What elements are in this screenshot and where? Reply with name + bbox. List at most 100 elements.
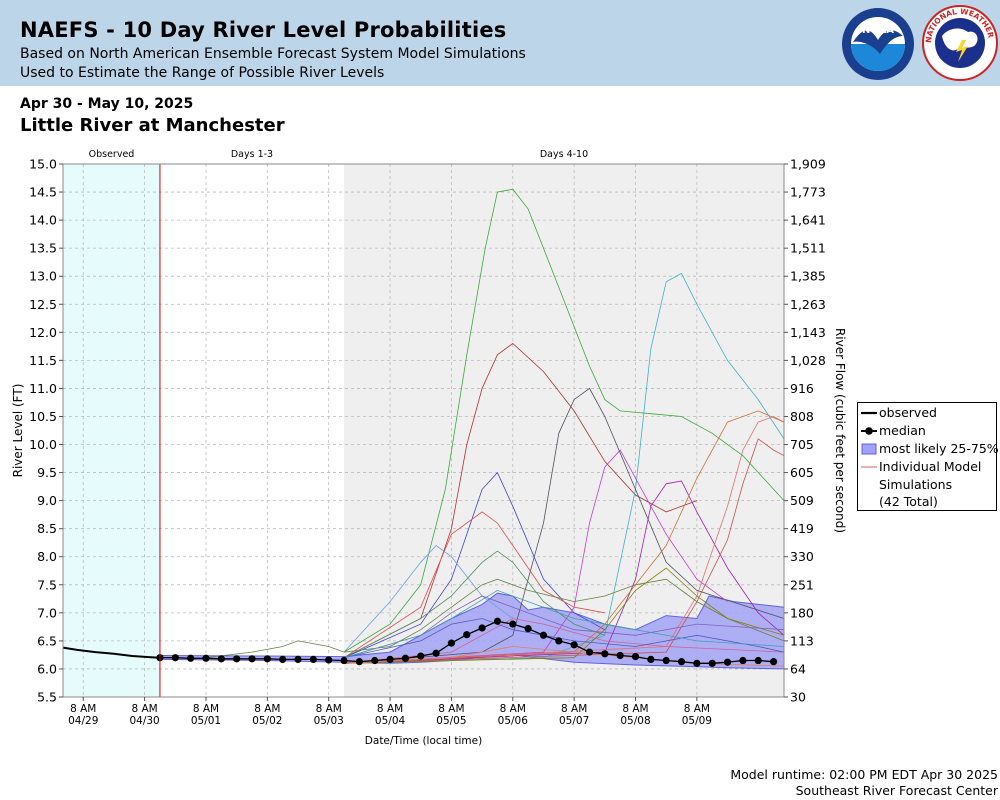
legend-item-median: median — [858, 423, 998, 439]
legend-label-individual-1: Individual Model — [879, 459, 982, 474]
median-point — [340, 656, 348, 665]
legend-item-individual-cont: Simulations — [858, 477, 998, 493]
median-point — [493, 617, 502, 625]
member-line — [343, 595, 785, 659]
x-tick-time-label: 8 AM — [438, 703, 464, 715]
x-tick-time-label: 8 AM — [561, 703, 587, 715]
observed-line — [62, 646, 161, 659]
member-line — [343, 387, 785, 664]
legend-label-median: median — [879, 423, 926, 438]
flow-tick-label: 330 — [790, 549, 814, 564]
x-tick-date-label: 05/07 — [559, 715, 589, 727]
y-axis-title-right: River Flow (cubic feet per second) — [833, 328, 847, 533]
flow-tick-label: 30 — [790, 690, 806, 705]
y-tick-label: 9.0 — [37, 493, 57, 508]
median-point — [509, 620, 517, 628]
y-tick-label: 13.5 — [29, 241, 57, 256]
median-point — [478, 624, 486, 632]
y-tick-label: 6.5 — [37, 633, 57, 648]
x-tick-time-label: 8 AM — [622, 703, 648, 715]
y-tick-label: 10.5 — [29, 409, 57, 424]
flow-tick-label: 1,028 — [790, 353, 826, 368]
flow-tick-label: 113 — [790, 633, 814, 648]
median-point — [171, 654, 179, 662]
median-point — [233, 655, 241, 663]
page-title: NAEFS - 10 Day River Level Probabilities — [20, 18, 507, 42]
flow-tick-label: 180 — [790, 605, 814, 620]
y-tick-label: 7.0 — [37, 605, 57, 620]
member-line — [343, 449, 728, 664]
member-line — [343, 480, 785, 664]
flow-tick-label: 1,641 — [790, 213, 826, 228]
median-point — [279, 655, 287, 664]
median-point — [769, 658, 778, 666]
y-tick-label: 12.0 — [29, 325, 57, 340]
y-axis-title: River Level (FT) — [11, 384, 25, 478]
y-tick-label: 15.0 — [29, 157, 57, 172]
median-point — [539, 631, 548, 639]
median-point — [616, 651, 624, 660]
legend-item-individual-total: (42 Total) — [858, 494, 998, 510]
x-tick-date-label: 05/01 — [191, 715, 221, 727]
x-tick-time-label: 8 AM — [193, 703, 219, 715]
median-point — [677, 658, 686, 666]
median-point — [187, 654, 195, 662]
y-tick-label: 14.0 — [29, 213, 57, 228]
median-point — [463, 631, 471, 639]
legend-item-individual: Individual Model — [858, 459, 998, 475]
flow-tick-label: 509 — [790, 493, 814, 508]
noaa-logo-text: NOAA — [862, 25, 894, 36]
x-tick-date-label: 04/29 — [68, 715, 98, 727]
median-point — [447, 639, 456, 647]
member-line — [343, 567, 785, 664]
y-tick-label: 5.5 — [37, 690, 57, 705]
x-tick-time-label: 8 AM — [500, 703, 526, 715]
median-point — [417, 652, 425, 660]
band-swatch — [861, 443, 877, 455]
noaa-logo: NOAA — [842, 8, 914, 80]
member-line — [343, 550, 605, 659]
member-line — [205, 578, 785, 659]
member-line — [343, 511, 605, 659]
region-label: Days 4-10 — [540, 149, 588, 160]
x-tick-date-label: 05/08 — [620, 715, 650, 727]
member-line — [343, 188, 785, 653]
member-line — [343, 471, 605, 659]
x-tick-date-label: 04/30 — [129, 715, 159, 727]
legend-label-likely-range: most likely 25-75% — [879, 441, 999, 456]
median-point — [401, 654, 409, 662]
flow-tick-label: 251 — [790, 577, 814, 592]
median-point — [662, 656, 670, 665]
median-point — [432, 649, 440, 657]
legend-label-individual-2: Simulations — [879, 477, 953, 492]
chart-legend: observed median most likely 25-75% Indiv… — [857, 402, 999, 511]
y-tick-label: 10.0 — [29, 437, 57, 452]
member-line — [343, 416, 785, 664]
observed-line-swatch — [861, 411, 877, 415]
flow-tick-label: 916 — [790, 381, 814, 396]
station-name: Little River at Manchester — [20, 115, 285, 136]
x-tick-date-label: 05/02 — [252, 715, 282, 727]
x-tick-time-label: 8 AM — [316, 703, 342, 715]
median-point — [371, 656, 379, 665]
y-tick-label: 8.0 — [37, 549, 57, 564]
median-point — [217, 655, 225, 663]
median-point — [263, 655, 271, 663]
plot-frame — [62, 163, 785, 698]
individual-line-swatch — [861, 466, 877, 468]
y-tick-label: 6.0 — [37, 661, 57, 676]
x-tick-time-label: 8 AM — [70, 703, 96, 715]
median-point — [248, 655, 256, 663]
member-line — [343, 589, 785, 659]
median-point — [294, 655, 302, 664]
y-tick-label: 7.5 — [37, 577, 57, 592]
median-point — [570, 641, 578, 649]
legend-item-observed: observed — [858, 405, 998, 421]
median-point — [386, 655, 394, 664]
median-point — [524, 624, 532, 633]
x-tick-time-label: 8 AM — [377, 703, 403, 715]
member-line — [343, 342, 698, 659]
flow-tick-label: 1,909 — [790, 157, 826, 172]
x-tick-date-label: 05/09 — [682, 715, 712, 727]
